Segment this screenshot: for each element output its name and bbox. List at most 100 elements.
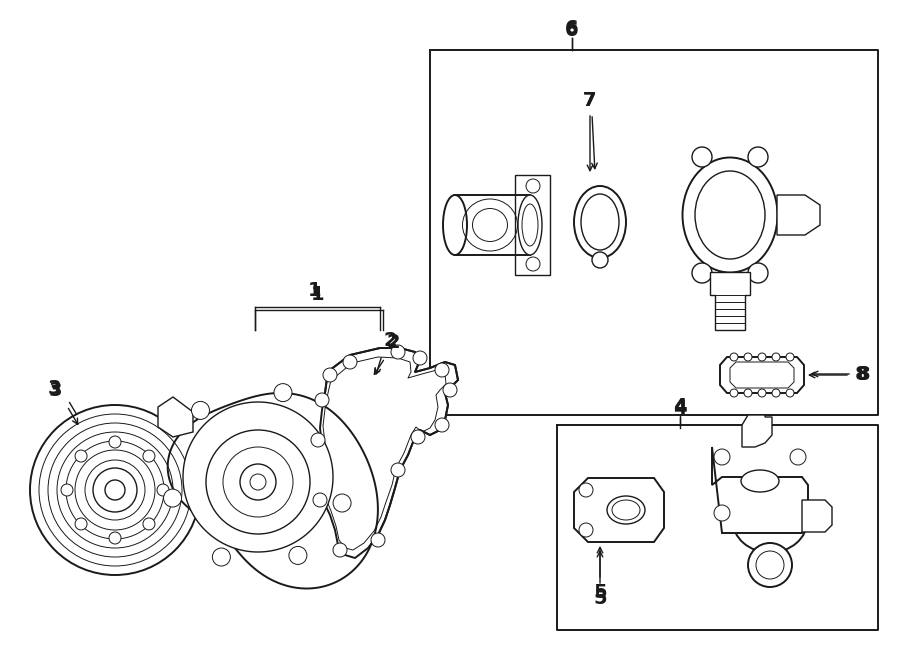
Circle shape [75,518,87,530]
Circle shape [744,389,752,397]
Circle shape [443,383,457,397]
Circle shape [313,493,327,507]
Polygon shape [710,272,750,330]
Polygon shape [730,362,794,388]
Circle shape [212,548,230,566]
Polygon shape [183,402,333,552]
Polygon shape [315,348,458,558]
Polygon shape [167,393,378,589]
Ellipse shape [607,496,645,524]
Circle shape [579,523,593,537]
Circle shape [748,543,792,587]
Ellipse shape [612,500,640,520]
Circle shape [240,464,276,500]
Circle shape [61,484,73,496]
Circle shape [289,546,307,565]
Circle shape [143,518,155,530]
Circle shape [756,551,784,579]
Circle shape [192,401,210,420]
Circle shape [274,383,292,402]
Circle shape [748,147,768,167]
Text: 1: 1 [311,285,325,305]
Text: 8: 8 [855,365,868,385]
Circle shape [105,480,125,500]
Circle shape [411,430,425,444]
Circle shape [109,436,121,448]
Circle shape [333,543,347,557]
Circle shape [748,263,768,283]
Circle shape [692,263,712,283]
Circle shape [435,418,449,432]
Text: 8: 8 [857,365,871,383]
Circle shape [93,468,137,512]
Circle shape [315,393,329,407]
Circle shape [157,484,169,496]
Ellipse shape [741,470,779,492]
Circle shape [592,252,608,268]
Circle shape [714,505,730,521]
Circle shape [435,363,449,377]
Polygon shape [742,415,772,447]
Circle shape [311,433,325,447]
Circle shape [730,353,738,361]
Text: 5: 5 [593,583,607,602]
Text: 3: 3 [49,381,62,399]
Polygon shape [777,195,820,235]
Circle shape [223,447,293,517]
Ellipse shape [443,195,467,255]
Text: 4: 4 [673,399,687,418]
Circle shape [526,179,540,193]
Circle shape [526,257,540,271]
Circle shape [109,532,121,544]
Text: 1: 1 [308,281,322,299]
Circle shape [391,345,405,359]
Circle shape [323,368,337,382]
Circle shape [786,389,794,397]
Text: 4: 4 [673,397,687,416]
Circle shape [391,463,405,477]
Text: 7: 7 [583,91,597,109]
Ellipse shape [581,194,619,250]
Circle shape [371,533,385,547]
Circle shape [143,450,155,462]
Circle shape [333,494,351,512]
Circle shape [772,389,780,397]
Circle shape [579,483,593,497]
Circle shape [164,489,182,507]
Polygon shape [720,357,804,393]
Text: 3: 3 [47,379,61,397]
Circle shape [790,449,806,465]
Ellipse shape [522,204,538,246]
Circle shape [786,353,794,361]
Text: 6: 6 [565,19,579,38]
Polygon shape [515,175,550,275]
Polygon shape [455,195,530,255]
Circle shape [714,449,730,465]
Circle shape [730,389,738,397]
Circle shape [343,355,357,369]
Text: 2: 2 [383,330,397,350]
Circle shape [744,353,752,361]
Text: 6: 6 [565,21,579,40]
Circle shape [772,353,780,361]
Circle shape [206,430,310,534]
Ellipse shape [733,487,807,553]
Circle shape [758,353,766,361]
Ellipse shape [574,186,626,258]
Circle shape [250,474,266,490]
Polygon shape [158,397,193,437]
Text: 5: 5 [593,589,607,608]
Polygon shape [574,478,664,542]
Text: 2: 2 [386,334,400,352]
Circle shape [413,351,427,365]
Circle shape [758,389,766,397]
Circle shape [75,450,87,462]
Circle shape [30,405,200,575]
Ellipse shape [682,158,778,273]
Ellipse shape [518,195,542,255]
Ellipse shape [695,171,765,259]
Polygon shape [802,500,832,532]
Circle shape [692,147,712,167]
Text: 7: 7 [583,91,597,109]
Polygon shape [712,447,808,533]
